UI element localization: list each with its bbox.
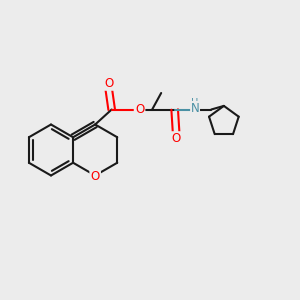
Text: O: O <box>104 76 113 90</box>
Text: O: O <box>172 132 181 146</box>
Text: H: H <box>191 98 199 108</box>
Text: O: O <box>91 170 100 184</box>
Text: N: N <box>191 101 200 115</box>
Text: O: O <box>135 103 144 116</box>
